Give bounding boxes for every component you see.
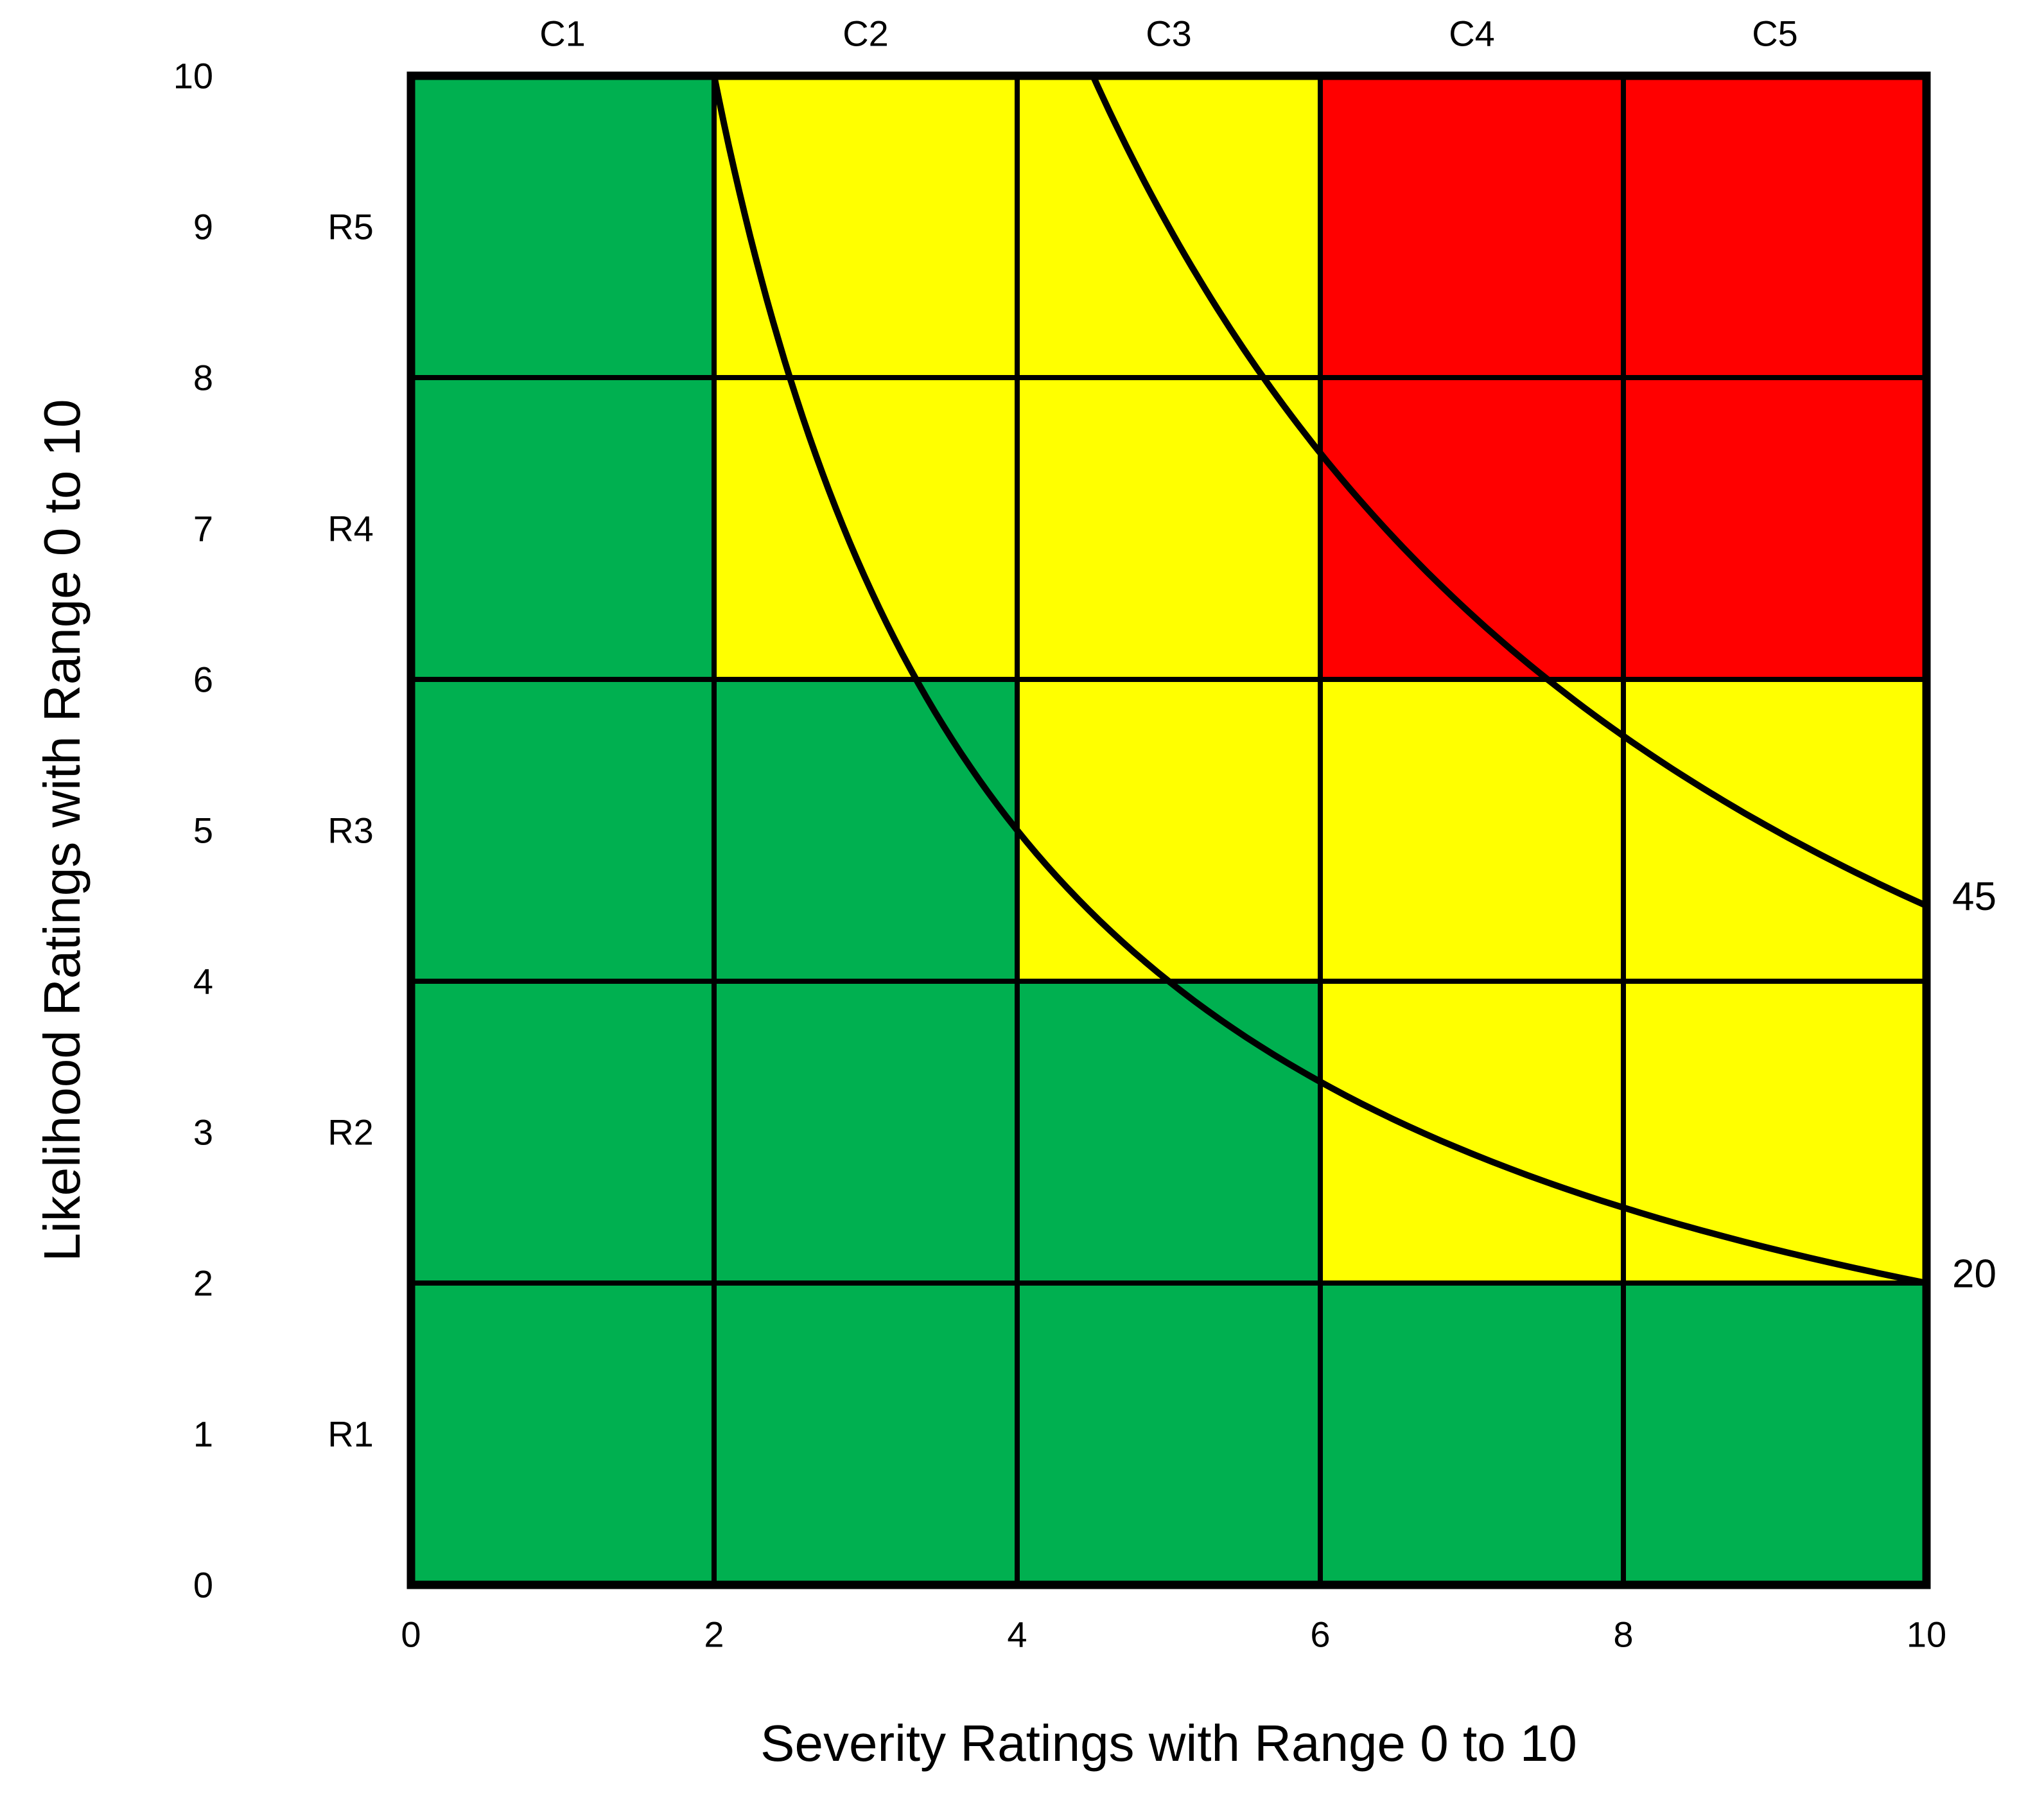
y-tick-label-3: 3	[193, 1112, 213, 1153]
risk-cell-r5-c1	[411, 76, 714, 378]
risk-cell-r2-c3	[1017, 981, 1320, 1283]
row-label-r4: R4	[328, 509, 374, 549]
column-label-c2: C2	[843, 13, 889, 54]
risk-cell-r4-c5	[1623, 378, 1926, 679]
y-axis-title: Likelihood Ratings with Range 0 to 10	[33, 399, 91, 1261]
risk-cell-r4-c1	[411, 378, 714, 679]
risk-cell-r2-c1	[411, 981, 714, 1283]
gridlines	[411, 76, 1926, 1585]
risk-cell-r3-c1	[411, 679, 714, 981]
risk-cell-r1-c4	[1320, 1283, 1623, 1585]
row-label-r2: R2	[328, 1112, 374, 1153]
row-labels: R5 R4 R3 R2 R1	[328, 207, 374, 1455]
y-tick-label-2: 2	[193, 1263, 213, 1304]
y-tick-label-10: 10	[173, 56, 213, 96]
column-label-c1: C1	[539, 13, 586, 54]
risk-cell-r4-c3	[1017, 378, 1320, 679]
y-tick-label-6: 6	[193, 660, 213, 700]
risk-cell-r3-c4	[1320, 679, 1623, 981]
row-label-r1: R1	[328, 1414, 374, 1455]
y-tick-label-0: 0	[193, 1565, 213, 1605]
y-tick-label-4: 4	[193, 961, 213, 1002]
risk-cell-r2-c4	[1320, 981, 1623, 1283]
y-tick-label-7: 7	[193, 509, 213, 549]
risk-cell-r1-c1	[411, 1283, 714, 1585]
row-label-r3: R3	[328, 810, 374, 851]
risk-cell-r2-c5	[1623, 981, 1926, 1283]
x-tick-label-2: 2	[704, 1614, 724, 1655]
risk-cell-r4-c4	[1320, 378, 1623, 679]
x-axis-title: Severity Ratings with Range 0 to 10	[760, 1715, 1577, 1772]
y-tick-label-5: 5	[193, 810, 213, 851]
iso-risk-curve-20	[711, 74, 1927, 1286]
risk-cell-r3-c2	[714, 679, 1017, 981]
plot-border	[406, 71, 1931, 1589]
row-label-r5: R5	[328, 207, 374, 247]
risk-cell-r4-c2	[714, 378, 1017, 679]
x-tick-label-0: 0	[401, 1614, 421, 1655]
risk-cell-r5-c2	[714, 76, 1017, 378]
column-label-c5: C5	[1752, 13, 1798, 54]
column-label-c3: C3	[1146, 13, 1192, 54]
risk-cell-r1-c5	[1623, 1283, 1926, 1585]
y-tick-label-1: 1	[193, 1414, 213, 1455]
risk-cell-r1-c2	[714, 1283, 1017, 1585]
risk-cell-r3-c3	[1017, 679, 1320, 981]
x-tick-label-8: 8	[1613, 1614, 1633, 1655]
y-tick-label-8: 8	[193, 358, 213, 398]
column-labels: C1 C2 C3 C4 C5	[539, 13, 1798, 54]
curve-label-20: 20	[1952, 1252, 1996, 1297]
curve-end-labels: 45 20	[1952, 875, 1996, 1297]
iso-risk-curves	[711, 74, 1928, 1286]
column-label-c4: C4	[1449, 13, 1495, 54]
risk-cell-r2-c2	[714, 981, 1017, 1283]
iso-risk-curve-45	[1090, 74, 1928, 909]
x-axis-tick-labels: 0 2 4 6 8 10	[401, 1614, 1946, 1655]
x-tick-label-4: 4	[1007, 1614, 1027, 1655]
risk-cells	[411, 76, 1926, 1585]
risk-cell-r1-c3	[1017, 1283, 1320, 1585]
y-tick-label-9: 9	[193, 207, 213, 247]
risk-cell-r5-c5	[1623, 76, 1926, 378]
risk-cell-r5-c4	[1320, 76, 1623, 378]
x-tick-label-10: 10	[1907, 1614, 1946, 1655]
curve-label-45: 45	[1952, 875, 1996, 919]
x-tick-label-6: 6	[1310, 1614, 1330, 1655]
